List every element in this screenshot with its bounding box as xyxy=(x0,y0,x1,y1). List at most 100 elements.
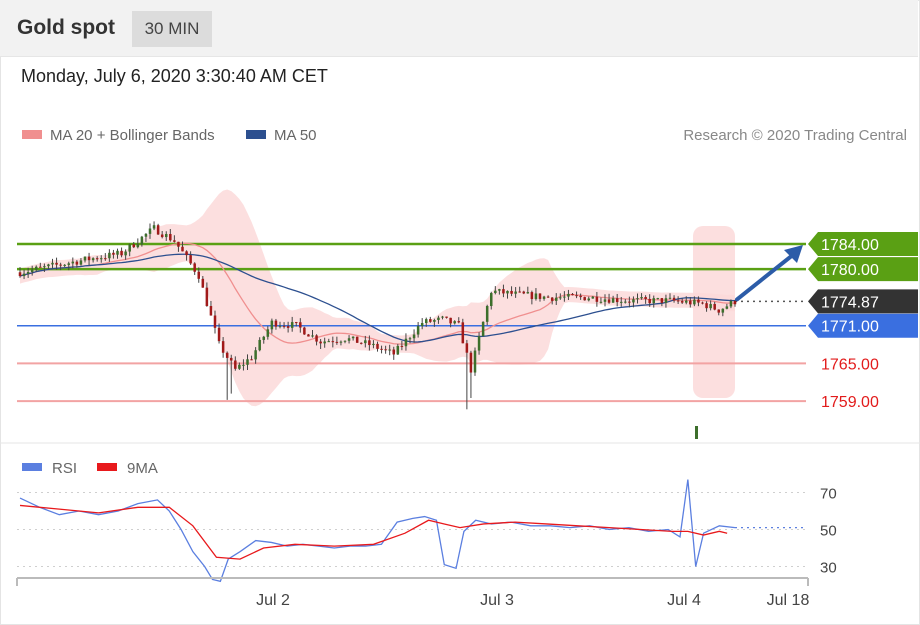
rsi-legend-label: RSI xyxy=(52,460,77,477)
candle-body xyxy=(274,320,278,327)
candle-body xyxy=(229,357,233,361)
candle-body xyxy=(420,323,424,327)
candle-body xyxy=(640,297,643,299)
candle-body xyxy=(583,297,586,301)
candle-body xyxy=(67,263,71,265)
candle-body xyxy=(209,306,213,316)
candle-body xyxy=(364,340,367,344)
candle-body xyxy=(290,322,294,328)
x-tick-label: Jul 3 xyxy=(480,592,514,609)
candle-body xyxy=(384,349,387,351)
candle-body xyxy=(177,241,180,247)
candle-body xyxy=(55,262,58,265)
candle-body xyxy=(709,304,712,309)
candle-body xyxy=(124,251,127,256)
candle-body xyxy=(120,250,123,256)
candle-body xyxy=(250,359,253,361)
candle-body xyxy=(262,336,266,340)
candle-body xyxy=(254,350,257,360)
candle-body xyxy=(87,256,91,261)
ma50-legend-label: MA 50 xyxy=(274,127,317,144)
candle-body xyxy=(668,297,672,299)
candle-body xyxy=(453,321,456,324)
candle-body xyxy=(619,301,623,303)
candle-body xyxy=(221,341,225,353)
level-labels: 1784.00 1780.00 1774.87 1771.00 1765.00 1759.… xyxy=(808,232,918,411)
chart-title: Gold spot xyxy=(17,16,115,39)
candle-body xyxy=(603,299,607,302)
candle-body xyxy=(351,336,355,339)
candle-body xyxy=(615,298,619,303)
ma20-legend-label: MA 20 + Bollinger Bands xyxy=(50,127,215,144)
level-label: 1765.00 xyxy=(821,356,879,373)
candle-body xyxy=(449,317,452,324)
candle-body xyxy=(445,316,448,318)
candle-body xyxy=(160,234,164,238)
candle-body xyxy=(644,297,647,299)
candle-body xyxy=(22,273,26,277)
rsi-legend-swatch xyxy=(22,463,42,471)
level-label: 1759.00 xyxy=(821,394,879,411)
candle-body xyxy=(656,298,660,300)
candle-body xyxy=(477,336,481,351)
candle-body xyxy=(518,291,521,293)
candle-body xyxy=(303,327,306,335)
candle-body xyxy=(559,297,562,299)
rsi-ma-legend-swatch xyxy=(97,463,117,471)
chart-header: Gold spot 30 MIN xyxy=(0,0,918,57)
ma50-line xyxy=(19,253,736,343)
timeframe-button[interactable]: 30 MIN xyxy=(132,11,212,47)
candle-body xyxy=(461,322,465,344)
candle-body xyxy=(144,233,148,237)
candle-body xyxy=(632,299,635,303)
candle-body xyxy=(234,360,237,369)
candle-body xyxy=(473,350,477,373)
candle-body xyxy=(315,335,318,342)
candle-body xyxy=(579,295,582,298)
candle-body xyxy=(71,261,75,264)
candle-body xyxy=(599,301,603,303)
candle-body xyxy=(343,340,347,342)
candle-body xyxy=(660,298,664,303)
candle-body xyxy=(181,246,184,252)
candle-body xyxy=(380,348,383,350)
candle-body xyxy=(498,289,501,291)
candle-body xyxy=(140,236,144,245)
x-axis-ticks: Jul 2 Jul 3 Jul 4 Jul 18 xyxy=(256,592,809,609)
candle-body xyxy=(441,316,444,318)
candle-body xyxy=(311,335,314,337)
level-label: 1771.00 xyxy=(821,319,879,336)
candle-body xyxy=(368,340,371,346)
candle-body xyxy=(51,262,54,265)
rsi-ma-legend-label: 9MA xyxy=(127,460,158,477)
candle-body xyxy=(39,266,42,268)
credit-text: Research © 2020 Trading Central xyxy=(683,127,907,144)
candle-body xyxy=(104,258,107,260)
level-tag xyxy=(808,313,918,338)
level-label: 1774.87 xyxy=(821,294,879,311)
rsi-line xyxy=(19,479,736,583)
candle-body xyxy=(164,234,168,238)
candle-body xyxy=(534,293,538,300)
candle-body xyxy=(457,321,461,323)
candle-body xyxy=(339,341,343,343)
candle-body xyxy=(335,341,339,343)
candle-body xyxy=(437,317,440,321)
candle-body xyxy=(99,258,103,260)
candle-body xyxy=(136,244,140,248)
candle-body xyxy=(554,297,558,301)
candle-body xyxy=(299,322,302,328)
candle-body xyxy=(717,309,721,313)
candle-body xyxy=(433,320,436,322)
candle-body xyxy=(148,228,152,234)
candle-body xyxy=(412,334,416,339)
candle-body xyxy=(550,297,554,301)
timestamp: Monday, July 6, 2020 3:30:40 AM CET xyxy=(21,66,328,86)
candle-body xyxy=(278,325,282,327)
forecast-arrow-head xyxy=(784,245,803,263)
candle-body xyxy=(193,263,196,272)
candle-body xyxy=(494,290,497,294)
candle-body xyxy=(611,298,615,303)
candle-body xyxy=(152,225,156,229)
candle-body xyxy=(705,303,708,309)
